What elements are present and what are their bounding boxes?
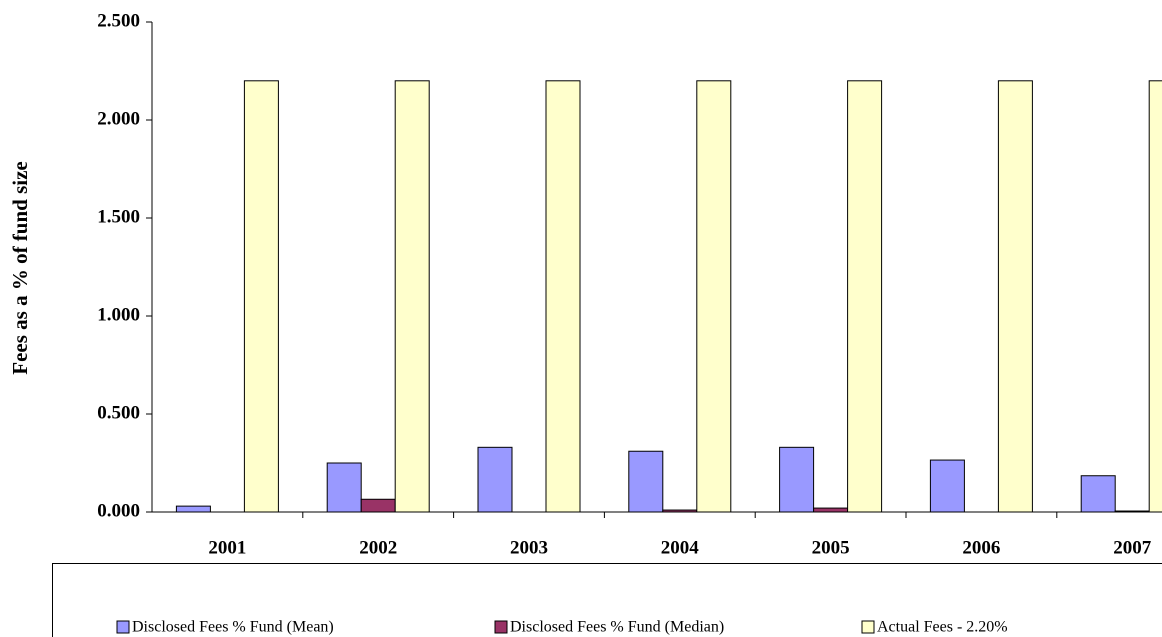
bar — [779, 446, 815, 513]
bar — [662, 509, 698, 513]
x-tick-label: 2001 — [208, 537, 246, 558]
bar — [243, 80, 279, 513]
legend-swatch — [116, 620, 130, 634]
y-tick-label: 2.500 — [97, 10, 140, 31]
bar — [1148, 80, 1162, 513]
legend-label: Actual Fees - 2.20% — [877, 619, 1008, 636]
y-tick-label: 0.500 — [97, 402, 140, 423]
x-tick-label: 2007 — [1113, 537, 1152, 558]
bar — [175, 505, 211, 513]
bar — [847, 80, 883, 513]
x-tick-label: 2005 — [812, 537, 850, 558]
bar — [1114, 510, 1150, 513]
x-tick-label: 2006 — [962, 537, 1000, 558]
x-tick-label: 2003 — [510, 537, 548, 558]
x-tick-label: 2002 — [359, 537, 397, 558]
legend-swatch — [494, 620, 508, 634]
bar — [360, 498, 396, 513]
legend-label: Disclosed Fees % Fund (Mean) — [132, 619, 334, 636]
y-tick-label: 0.000 — [97, 500, 140, 521]
bar — [628, 450, 664, 513]
bar — [326, 462, 362, 513]
bar — [813, 507, 849, 513]
y-tick-label: 1.500 — [97, 206, 140, 227]
bar — [929, 459, 965, 513]
bar — [997, 80, 1033, 513]
bar — [477, 446, 513, 513]
legend-label: Disclosed Fees % Fund (Median) — [510, 619, 724, 636]
bar — [545, 80, 581, 513]
legend-box — [52, 563, 1162, 637]
bar — [1080, 475, 1116, 513]
legend-swatch — [861, 620, 875, 634]
y-tick-label: 2.000 — [97, 108, 140, 129]
bar — [394, 80, 430, 513]
x-tick-label: 2004 — [661, 537, 700, 558]
bar — [696, 80, 732, 513]
y-axis-title: Fees as a % of fund size — [8, 161, 32, 375]
y-tick-label: 1.000 — [97, 304, 140, 325]
